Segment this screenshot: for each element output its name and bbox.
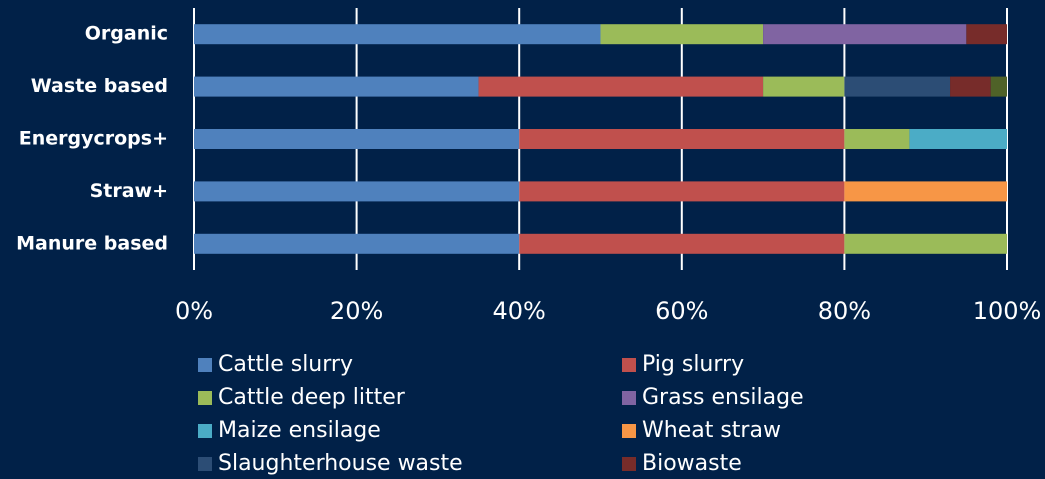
bar-segment (478, 76, 764, 97)
y-tick-label: Waste based (31, 75, 168, 97)
legend-label: Grass ensilage (642, 385, 804, 410)
legend-label: Cattle deep litter (218, 385, 406, 410)
bar-segment (519, 181, 845, 202)
x-tick-label: 40% (493, 297, 546, 325)
y-tick-label: Organic (85, 23, 168, 45)
bar-segment (194, 233, 520, 254)
bar-segment (519, 233, 845, 254)
bar-segment (600, 24, 764, 45)
legend-label: Wheat straw (642, 418, 781, 443)
legend-label: Cattle slurry (218, 352, 353, 377)
y-tick-label: Straw+ (90, 180, 168, 202)
x-tick-label: 80% (818, 297, 871, 325)
legend-swatch (198, 358, 212, 372)
legend-label: Biowaste (642, 451, 742, 476)
bar-segment (194, 24, 601, 45)
bar-segment (950, 76, 991, 97)
bar-segment (194, 181, 520, 202)
legend-swatch (622, 424, 636, 438)
x-tick-label: 0% (175, 297, 213, 325)
legend-swatch (198, 424, 212, 438)
bar-segment (844, 129, 910, 149)
legend-label: Slaughterhouse waste (218, 451, 463, 476)
bar-segment (763, 24, 967, 45)
legend-swatch (198, 457, 212, 471)
x-tick-label: 60% (655, 297, 708, 325)
x-tick-label: 100% (973, 297, 1042, 325)
legend-swatch (622, 391, 636, 405)
legend-swatch (198, 391, 212, 405)
bar-segment (194, 76, 479, 97)
legend-label: Maize ensilage (218, 418, 381, 443)
bar-segment (990, 76, 1007, 97)
y-tick-label: Manure based (16, 232, 168, 254)
bar-segment (909, 129, 1007, 149)
bar-segment (844, 181, 1007, 202)
bar-segment (763, 76, 845, 97)
y-tick-label: Energycrops+ (19, 128, 168, 150)
bar-segment (844, 76, 951, 97)
legend-label: Pig slurry (642, 352, 744, 377)
bar-segment (844, 233, 1007, 254)
bar-segment (194, 129, 520, 149)
bar-segment (966, 24, 1007, 45)
bar-segment (519, 129, 845, 149)
x-tick-label: 20% (330, 297, 383, 325)
legend-swatch (622, 457, 636, 471)
legend-swatch (622, 358, 636, 372)
